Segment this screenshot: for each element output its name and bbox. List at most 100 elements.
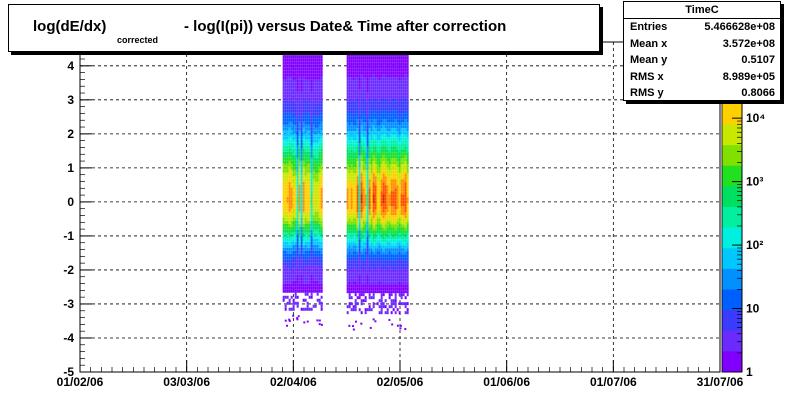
heatmap-cell (406, 110, 409, 114)
heatmap-cell (314, 154, 317, 158)
heatmap-cell (286, 142, 289, 146)
heatmap-cell (378, 236, 381, 240)
heatmap-cell (378, 167, 381, 171)
heatmap-cell (310, 130, 313, 134)
heatmap-cell (298, 58, 301, 62)
heatmap-cell (392, 260, 395, 264)
heatmap-cell (360, 209, 363, 213)
heatmap-cell (384, 110, 387, 114)
heatmap-cell (366, 149, 369, 153)
heatmap-cell (346, 56, 349, 60)
heatmap-cell (358, 290, 361, 294)
heatmap-cell (314, 55, 317, 59)
heatmap-cell (296, 190, 299, 194)
heatmap-cell (318, 157, 321, 161)
heatmap-cell (402, 104, 405, 108)
heatmap-cell (372, 206, 375, 210)
heatmap-cell (370, 188, 373, 192)
heatmap-cell (404, 137, 407, 141)
heatmap-cell (286, 76, 289, 80)
heatmap-cell (364, 152, 367, 156)
heatmap-cell (390, 200, 393, 204)
heatmap-cell (296, 109, 299, 113)
heatmap-cell (390, 212, 393, 216)
heatmap-cell (358, 149, 361, 153)
heatmap-cell (314, 256, 317, 260)
heatmap-cell (396, 230, 399, 234)
heatmap-cell (294, 76, 297, 80)
heatmap-cell (368, 281, 371, 285)
heatmap-cell (390, 245, 393, 249)
heatmap-cell (350, 194, 353, 198)
heatmap-cell (352, 83, 355, 87)
heatmap-cell (386, 62, 389, 66)
heatmap-cell (346, 167, 349, 171)
heatmap-cell (404, 281, 407, 285)
heatmap-cell (292, 253, 295, 257)
heatmap-cell (356, 65, 359, 69)
heatmap-cell (288, 136, 291, 140)
heatmap-cell (300, 274, 303, 278)
heatmap-cell (376, 224, 379, 228)
heatmap-cell (402, 275, 405, 279)
heatmap-cell (290, 166, 293, 170)
heatmap-cell (298, 271, 301, 275)
heatmap-cell (388, 158, 391, 162)
heatmap-cell (364, 122, 367, 126)
heatmap-cell (366, 206, 369, 210)
heatmap-cell (400, 149, 403, 153)
heatmap-cell (362, 104, 365, 108)
heatmap-cell (308, 160, 311, 164)
heatmap-cell (292, 127, 295, 131)
heatmap-cell (406, 242, 409, 246)
heatmap-cell (286, 187, 289, 191)
heatmap-cell (402, 107, 405, 111)
heatmap-cell (354, 233, 357, 237)
heatmap-cell (396, 71, 399, 75)
heatmap-cell (292, 64, 295, 68)
heatmap-cell (396, 149, 399, 153)
heatmap-cell (358, 146, 361, 150)
heatmap-cell (302, 298, 305, 302)
heatmap-cell (298, 205, 301, 209)
heatmap-cell (366, 218, 369, 222)
heatmap-cell (404, 167, 407, 171)
heatmap-cell (374, 146, 377, 150)
heatmap-cell (350, 62, 353, 66)
heatmap-cell (296, 226, 299, 230)
heatmap-cell (308, 67, 311, 71)
heatmap-cell (318, 196, 321, 200)
heatmap-cell (398, 206, 401, 210)
heatmap-cell (282, 220, 285, 224)
heatmap-cell (316, 265, 319, 269)
heatmap-cell (378, 158, 381, 162)
heatmap-cell (388, 128, 391, 132)
heatmap-cell (314, 214, 317, 218)
heatmap-cell (356, 209, 359, 213)
heatmap-cell (376, 152, 379, 156)
heatmap-cell (354, 212, 357, 216)
heatmap-cell (370, 101, 373, 105)
heatmap-cell (302, 187, 305, 191)
heatmap-cell (384, 80, 387, 84)
heatmap-cell (396, 92, 399, 96)
heatmap-cell (320, 118, 323, 122)
heatmap-cell (402, 98, 405, 102)
heatmap-cell (376, 302, 379, 306)
heatmap-cell (384, 227, 387, 231)
heatmap-cell (376, 266, 379, 270)
heatmap-cell (392, 272, 395, 276)
heatmap-cell (366, 173, 369, 177)
heatmap-cell (372, 119, 375, 123)
heatmap-cell (286, 235, 289, 239)
heatmap-cell (310, 67, 313, 71)
heatmap-cell (398, 158, 401, 162)
heatmap-cell (308, 217, 311, 221)
heatmap-cell (290, 274, 293, 278)
heatmap-cell (390, 95, 393, 99)
heatmap-cell (370, 239, 373, 243)
heatmap-cell (398, 92, 401, 96)
heatmap-cell (350, 218, 353, 222)
heatmap-cell (380, 59, 383, 63)
heatmap-cell (350, 221, 353, 225)
